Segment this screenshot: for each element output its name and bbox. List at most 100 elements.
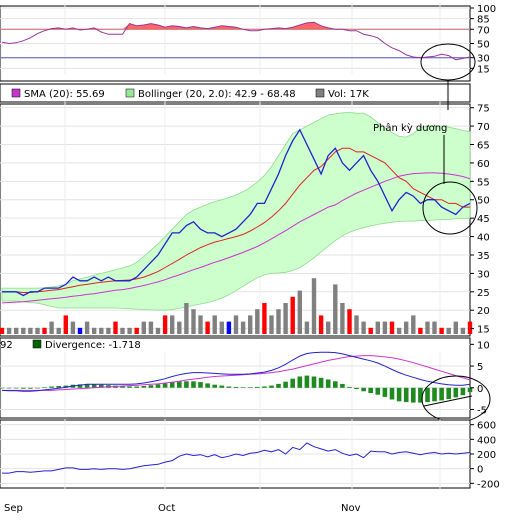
price-tick-label: 20 <box>477 306 490 317</box>
divergence-histogram-bar <box>162 383 168 388</box>
legend-sma-swatch <box>11 88 21 98</box>
price-tick-label: 65 <box>477 141 490 152</box>
divergence-histogram-bar <box>325 379 331 388</box>
volume-bar <box>262 303 267 334</box>
divergence-histogram-bar <box>347 386 352 388</box>
divergence-histogram-bar <box>368 387 373 393</box>
legend-volume-label: Vol: 17K <box>328 89 369 100</box>
volume-bar <box>411 315 416 334</box>
divergence-histogram-bar <box>262 386 267 388</box>
price-tick-label: 25 <box>477 288 490 299</box>
divergence-histogram-bar <box>219 385 225 388</box>
volume-bar <box>297 290 302 334</box>
divergence-histogram-bar <box>6 387 12 389</box>
obv-tick-label: -200 <box>477 479 500 490</box>
legend-divergence-swatch <box>32 339 42 349</box>
divergence-histogram-bar <box>49 386 54 388</box>
divergence-histogram-bar <box>439 387 444 401</box>
volume-bar <box>170 315 175 334</box>
divergence-histogram-bar <box>389 387 395 400</box>
volume-bar <box>70 321 76 334</box>
volume-bar <box>389 321 395 334</box>
divergence-histogram-bar <box>283 381 288 388</box>
rsi-tick-label: 15 <box>477 64 490 75</box>
divergence-histogram-bar <box>205 383 210 388</box>
volume-bar <box>326 321 331 334</box>
volume-bar <box>347 309 352 334</box>
divergence-histogram-bar <box>212 384 217 388</box>
volume-bar <box>120 327 125 334</box>
volume-bar <box>269 315 274 334</box>
divergence-histogram-bar <box>0 387 5 389</box>
price-panel: 75 70 65 60 55 50 45 40 35 30 25 20 15 Phân kỳ dương <box>0 101 490 337</box>
divergence-histogram-bar <box>340 383 345 388</box>
volume-bar <box>255 309 260 334</box>
obv-line <box>2 442 471 474</box>
divergence-histogram-bar <box>446 387 451 400</box>
volume-bar <box>340 303 345 334</box>
divergence-histogram-bar <box>13 387 19 389</box>
volume-bar <box>396 327 402 334</box>
volume-bar <box>56 327 61 334</box>
divergence-histogram-bar <box>198 382 203 388</box>
divergence-histogram-bar <box>467 387 473 393</box>
divergence-histogram-bar <box>77 384 83 388</box>
divergence-histogram-bar <box>42 387 47 388</box>
x-tick-oct: Oct <box>158 503 175 514</box>
price-tick-label: 40 <box>477 233 490 244</box>
obv-tick-label: 400 <box>477 435 496 446</box>
volume-bar <box>375 321 380 334</box>
volume-bar <box>177 321 182 334</box>
volume-bar <box>425 321 430 334</box>
volume-bar <box>318 315 324 334</box>
volume-bar <box>333 284 338 334</box>
obv-tick-label: 0 <box>477 465 483 476</box>
volume-bar <box>49 321 54 334</box>
macd-panel: 92 Divergence: -1.718 10 5 0 -5 <box>0 337 491 423</box>
divergence-histogram-bar <box>84 383 90 388</box>
volume-bar <box>404 321 409 334</box>
divergence-histogram-bar <box>290 378 295 388</box>
price-tick-label: 30 <box>477 269 490 280</box>
volume-bar <box>184 303 189 334</box>
divergence-histogram-bar <box>169 382 175 388</box>
divergence-histogram-bar <box>354 387 359 390</box>
legend-sma-label: SMA (20): 55.69 <box>24 89 105 100</box>
volume-bar <box>84 321 90 334</box>
price-tick-label: 50 <box>477 196 490 207</box>
volume-bar <box>304 321 310 334</box>
divergence-histogram-bar <box>418 387 423 403</box>
volume-bar <box>6 327 12 334</box>
obv-panel: 600 400 200 0 -200 <box>0 418 500 490</box>
volume-bar <box>290 296 295 334</box>
volume-bar <box>35 327 40 334</box>
volume-bar <box>467 321 473 334</box>
price-tick-label: 75 <box>477 104 490 115</box>
divergence-histogram-bar <box>63 385 69 388</box>
volume-bar <box>113 321 118 334</box>
price-tick-label: 45 <box>477 214 490 225</box>
divergence-histogram-bar <box>255 386 260 388</box>
divergence-histogram-bar <box>35 387 40 389</box>
macd-signal-line <box>2 355 471 391</box>
divergence-histogram-bar <box>460 387 466 396</box>
divergence-histogram-bar <box>403 387 409 403</box>
divergence-histogram-bar <box>269 385 274 388</box>
divergence-histogram-bar <box>56 386 61 388</box>
volume-bar <box>361 321 366 334</box>
volume-bar <box>92 327 97 334</box>
volume-bar <box>453 321 458 334</box>
divergence-histogram-bar <box>411 387 416 403</box>
price-line <box>2 128 471 297</box>
divergence-histogram-bar <box>361 387 366 392</box>
divergence-histogram-bar <box>311 376 317 388</box>
rsi-tick-label: 50 <box>477 40 490 51</box>
legend-volume-swatch <box>315 88 325 98</box>
divergence-histogram-bar <box>333 381 338 388</box>
volume-bar <box>248 315 253 334</box>
volume-bar <box>162 315 168 334</box>
volume-bar <box>198 315 203 334</box>
volume-bar <box>276 309 281 334</box>
divergence-histogram-bar <box>247 387 253 388</box>
